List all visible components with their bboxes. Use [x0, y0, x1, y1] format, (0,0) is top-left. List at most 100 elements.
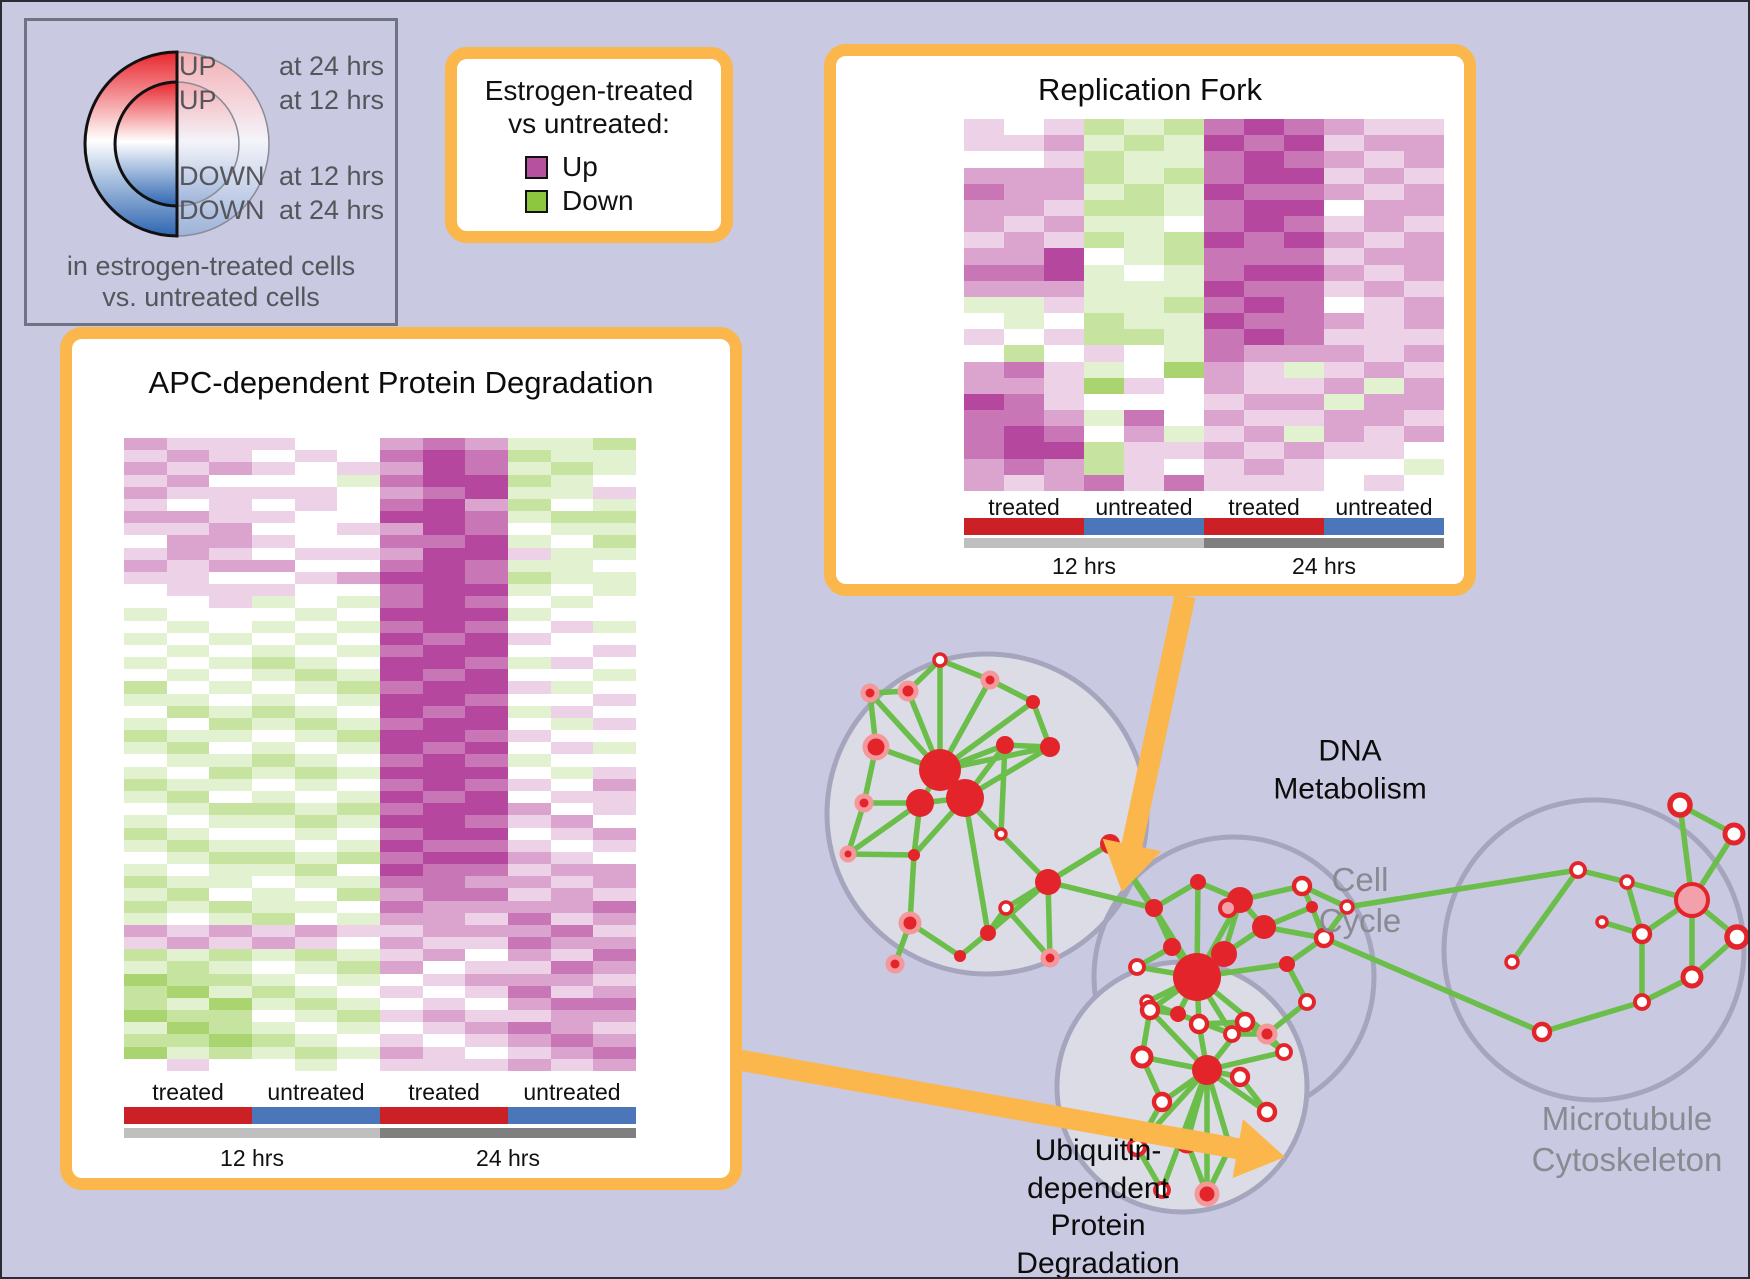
heatmap-cell	[294, 1022, 338, 1035]
heatmap-cell	[465, 791, 508, 804]
heatmap-cell	[465, 937, 508, 950]
heatmap-cell	[508, 1058, 551, 1071]
heatmap-cell	[209, 450, 252, 463]
heatmap-cell	[1404, 151, 1444, 168]
heatmap-cell	[124, 1034, 167, 1047]
network-node-halo	[1256, 1023, 1278, 1045]
heatmap-cell	[1004, 216, 1044, 233]
heatmap-cell	[209, 937, 252, 950]
heatmap-cell	[380, 766, 423, 779]
heatmap-cell	[508, 657, 551, 670]
heatmap-cell	[593, 754, 636, 767]
heatmap-cell	[422, 730, 466, 743]
heatmap-cell	[166, 1010, 210, 1023]
heatmap-cell	[166, 584, 210, 597]
heatmap-cell	[422, 973, 466, 986]
network-node-halo	[885, 954, 905, 974]
heatmap-cell	[1084, 426, 1124, 443]
heatmap-cell	[1284, 410, 1324, 427]
heatmap-cell	[294, 669, 338, 682]
heatmap-cell	[1404, 199, 1444, 217]
heatmap-cell	[1164, 167, 1204, 184]
heatmap-cell	[1164, 426, 1204, 443]
heatmap-cell	[124, 705, 167, 718]
heatmap-cell	[1084, 361, 1124, 378]
heatmap-cell	[593, 888, 636, 901]
network-node-solid	[1211, 941, 1237, 967]
heatmap-cell	[465, 803, 508, 816]
network-node-ring	[1339, 899, 1355, 915]
heatmap-cell	[1364, 296, 1404, 314]
heatmap-cell	[1084, 119, 1124, 136]
heatmap-cell	[1204, 183, 1244, 200]
down-color-swatch	[525, 189, 548, 213]
heatmap-cell	[252, 644, 295, 658]
heatmap-cell	[465, 961, 508, 974]
heatmap-cell	[294, 937, 338, 950]
network-edge	[998, 742, 1008, 837]
heatmap-cell	[252, 888, 295, 901]
heatmap-cell	[964, 248, 1004, 265]
heatmap-cell	[380, 1010, 423, 1023]
updown-color-legend: Estrogen-treated vs untreated: Up Down	[445, 47, 733, 243]
heatmap-cell	[124, 876, 167, 889]
heatmap-cell	[124, 839, 167, 852]
heatmap-cell	[1204, 426, 1244, 443]
heatmap-cell	[593, 912, 636, 925]
heatmap-cell	[1084, 474, 1124, 491]
heatmap-cell	[209, 912, 252, 925]
heatmap-cell	[294, 1034, 338, 1047]
heatmap-cell	[124, 632, 167, 645]
network-node-ring	[1256, 1101, 1278, 1123]
heatmap-cell	[1084, 280, 1124, 297]
heatmap-cell	[422, 851, 466, 865]
heatmap-cell	[294, 559, 338, 572]
heatmap-cell	[1124, 361, 1164, 378]
heatmap-cell	[166, 766, 210, 779]
heatmap-cell	[508, 547, 551, 560]
heatmap-cell	[422, 791, 466, 804]
heatmap-cell	[964, 393, 1004, 411]
heatmap-cell	[508, 1046, 551, 1059]
heatmap-cell	[209, 730, 252, 743]
rep-24hrs-label: 24 hrs	[1292, 553, 1356, 579]
heatmap-cell	[508, 827, 551, 840]
heatmap-cell	[1204, 410, 1244, 427]
heatmap-cell	[166, 547, 210, 560]
network-node-ring	[932, 652, 948, 668]
heatmap-cell	[166, 681, 210, 694]
heatmap-cell	[1124, 248, 1164, 265]
heatmap-cell	[465, 474, 508, 487]
heatmap-cell	[1044, 248, 1084, 265]
heatmap-cell	[166, 803, 210, 816]
heatmap-cell	[294, 973, 338, 986]
up-color-swatch	[525, 155, 548, 179]
heatmap-cell	[1004, 232, 1044, 249]
network-node-ring	[994, 827, 1008, 841]
heatmap-cell	[337, 973, 380, 986]
heatmap-cell	[294, 815, 338, 828]
heatmap-cell	[422, 547, 466, 560]
heatmap-cell	[1404, 280, 1444, 297]
heatmap-cell	[1244, 232, 1284, 249]
heatmap-cell	[465, 486, 508, 499]
heatmap-cell	[124, 511, 167, 524]
heatmap-cell	[550, 912, 594, 925]
heatmap-cell	[294, 486, 338, 499]
heatmap-cell	[252, 608, 295, 621]
heatmap-cell	[337, 644, 380, 658]
updown-legend-title-2: vs untreated:	[508, 108, 670, 139]
network-node-halo	[1194, 1181, 1220, 1207]
heatmap-cell	[550, 657, 594, 670]
heatmap-cell	[1124, 216, 1164, 233]
heatmap-cell	[209, 1046, 252, 1059]
heatmap-cell	[337, 559, 380, 572]
heatmap-cell	[380, 486, 423, 499]
heatmap-cell	[337, 997, 380, 1011]
rep-treated-bar-24	[1204, 518, 1324, 535]
heatmap-cell	[593, 681, 636, 694]
network-node-solid	[980, 925, 996, 941]
heatmap-cell	[124, 730, 167, 743]
heatmap-cell	[465, 571, 508, 585]
heatmap-cell	[550, 559, 594, 572]
